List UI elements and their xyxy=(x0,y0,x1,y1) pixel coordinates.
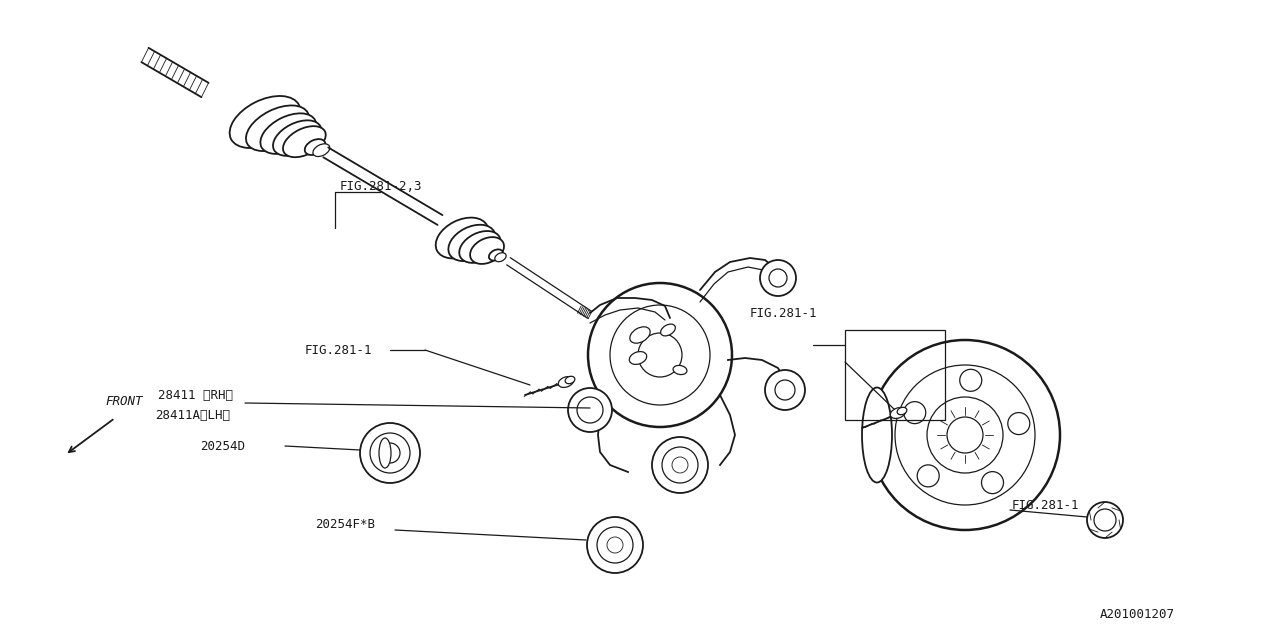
Circle shape xyxy=(596,527,634,563)
Ellipse shape xyxy=(660,324,676,336)
Circle shape xyxy=(568,388,612,432)
Circle shape xyxy=(370,433,410,473)
Ellipse shape xyxy=(861,387,892,483)
Ellipse shape xyxy=(673,365,687,374)
Circle shape xyxy=(1007,413,1030,435)
Ellipse shape xyxy=(379,438,390,468)
Circle shape xyxy=(360,423,420,483)
Circle shape xyxy=(672,457,689,473)
Ellipse shape xyxy=(558,376,573,387)
Circle shape xyxy=(588,283,732,427)
Ellipse shape xyxy=(273,120,321,156)
Circle shape xyxy=(960,369,982,391)
Text: FIG.281-1: FIG.281-1 xyxy=(305,344,372,356)
Text: FIG.281-2,3: FIG.281-2,3 xyxy=(340,179,422,193)
Circle shape xyxy=(774,380,795,400)
Circle shape xyxy=(765,370,805,410)
Text: FIG.281-1: FIG.281-1 xyxy=(1012,499,1079,511)
Circle shape xyxy=(927,397,1004,473)
Circle shape xyxy=(947,417,983,453)
Circle shape xyxy=(607,537,623,553)
Ellipse shape xyxy=(897,407,906,415)
Circle shape xyxy=(918,465,940,487)
Text: FRONT: FRONT xyxy=(105,395,142,408)
Ellipse shape xyxy=(460,231,500,263)
Circle shape xyxy=(1087,502,1123,538)
Ellipse shape xyxy=(566,376,575,384)
Circle shape xyxy=(760,260,796,296)
Ellipse shape xyxy=(630,327,650,343)
Circle shape xyxy=(895,365,1036,505)
Circle shape xyxy=(769,269,787,287)
Ellipse shape xyxy=(891,408,906,419)
Ellipse shape xyxy=(495,253,506,262)
Text: FIG.281-1: FIG.281-1 xyxy=(750,307,818,319)
Circle shape xyxy=(588,517,643,573)
Circle shape xyxy=(870,340,1060,530)
Ellipse shape xyxy=(435,218,488,259)
Ellipse shape xyxy=(283,126,325,157)
Ellipse shape xyxy=(260,113,316,154)
Text: 28411 〈RH〉: 28411 〈RH〉 xyxy=(157,388,233,401)
Circle shape xyxy=(611,305,710,405)
Ellipse shape xyxy=(448,225,495,261)
Text: A201001207: A201001207 xyxy=(1100,609,1175,621)
Circle shape xyxy=(904,402,925,424)
Ellipse shape xyxy=(630,351,646,364)
Ellipse shape xyxy=(312,144,330,157)
Ellipse shape xyxy=(470,237,504,264)
Ellipse shape xyxy=(489,250,503,260)
Text: 28411A〈LH〉: 28411A〈LH〉 xyxy=(155,408,230,422)
Ellipse shape xyxy=(229,96,301,148)
Circle shape xyxy=(637,333,682,377)
Circle shape xyxy=(577,397,603,423)
Ellipse shape xyxy=(246,106,308,151)
Text: 20254D: 20254D xyxy=(200,440,244,452)
Circle shape xyxy=(662,447,698,483)
Circle shape xyxy=(1094,509,1116,531)
Circle shape xyxy=(380,443,401,463)
Text: 20254F*B: 20254F*B xyxy=(315,518,375,531)
Ellipse shape xyxy=(305,139,325,155)
Circle shape xyxy=(652,437,708,493)
Circle shape xyxy=(982,472,1004,493)
